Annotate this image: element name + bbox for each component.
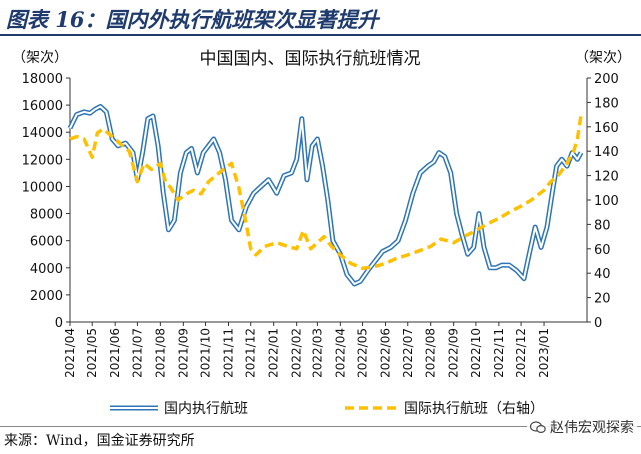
chart-svg: 0200040006000800010000120001400016000180… — [12, 49, 631, 417]
x-tick-label: 2021/06 — [108, 328, 122, 378]
footer-divider — [0, 426, 641, 427]
y-left-tick-label: 0 — [55, 316, 63, 331]
y-right-tick-label: 160 — [594, 121, 619, 136]
y-right-tick-label: 0 — [594, 316, 602, 331]
x-tick-label: 2021/11 — [222, 328, 236, 378]
axes-group: 0200040006000800010000120001400016000180… — [22, 72, 619, 378]
y-right-tick-label: 180 — [594, 96, 619, 111]
x-tick-label: 2021/04 — [63, 328, 77, 378]
y-right-tick-label: 40 — [594, 267, 611, 282]
figure-title: 图表 16：国内外执行航班架次显著提升 — [6, 7, 379, 32]
series-international-line — [69, 114, 583, 271]
x-tick-label: 2021/07 — [130, 328, 144, 378]
source-note: 来源：Wind，国金证券研究所 — [4, 433, 195, 449]
x-tick-label: 2022/09 — [447, 328, 461, 378]
y-left-tick-label: 4000 — [30, 262, 63, 277]
x-tick-label: 2022/07 — [401, 328, 415, 378]
x-tick-label: 2021/12 — [244, 328, 258, 378]
watermark-text: 赵伟宏观探索 — [550, 420, 634, 436]
y-left-tick-label: 16000 — [22, 99, 63, 114]
y-left-tick-label: 2000 — [30, 289, 63, 304]
y-left-tick-label: 14000 — [22, 126, 63, 141]
y-left-tick-label: 10000 — [22, 180, 63, 195]
x-tick-label: 2022/10 — [469, 328, 483, 378]
wechat-icon — [529, 420, 546, 434]
x-tick-label: 2022/12 — [514, 328, 528, 378]
x-tick-label: 2021/08 — [153, 328, 167, 378]
y-left-tick-label: 12000 — [22, 153, 63, 168]
y-right-tick-label: 100 — [594, 194, 619, 209]
legend-international-label: 国际执行航班（右轴） — [404, 401, 544, 417]
y-left-tick-label: 18000 — [22, 72, 63, 87]
x-tick-label: 2022/06 — [379, 328, 393, 378]
y-right-unit-label: （架次） — [575, 50, 631, 66]
y-right-tick-label: 80 — [594, 218, 611, 233]
legend: 国内执行航班 国际执行航班（右轴） — [110, 401, 544, 417]
y-left-tick-label: 6000 — [30, 235, 63, 250]
x-tick-label: 2022/04 — [333, 328, 347, 378]
x-tick-label: 2022/11 — [492, 328, 506, 378]
x-tick-label: 2021/10 — [199, 328, 213, 378]
x-tick-label: 2022/01 — [267, 328, 281, 378]
x-tick-label: 2022/05 — [356, 328, 370, 378]
x-tick-label: 2022/02 — [290, 328, 304, 378]
y-left-unit-label: （架次） — [12, 50, 68, 66]
y-left-tick-label: 8000 — [30, 208, 63, 223]
header-divider — [0, 34, 641, 36]
watermark: 赵伟宏观探索 — [527, 416, 637, 438]
x-tick-label: 2021/09 — [176, 328, 190, 378]
legend-domestic-label: 国内执行航班 — [164, 401, 248, 417]
y-right-tick-label: 200 — [594, 72, 619, 87]
x-tick-label: 2023/01 — [537, 328, 551, 378]
series-domestic-line-inner — [69, 105, 582, 285]
plot-group — [67, 104, 584, 287]
x-tick-label: 2021/05 — [85, 328, 99, 378]
y-right-tick-label: 120 — [594, 170, 619, 185]
chart-container: 0 2000 4000 6000 8000 10000 12000 14000 16000 180… — [0, 38, 641, 430]
series-domestic-line — [67, 104, 584, 287]
x-tick-label: 2022/08 — [424, 328, 438, 378]
y-right-tick-label: 20 — [594, 292, 611, 307]
y-right-tick-label: 140 — [594, 145, 619, 160]
x-tick-label: 2022/03 — [310, 328, 324, 378]
chart-title: 中国国内、国际执行航班情况 — [200, 49, 421, 69]
y-right-tick-label: 60 — [594, 243, 611, 258]
